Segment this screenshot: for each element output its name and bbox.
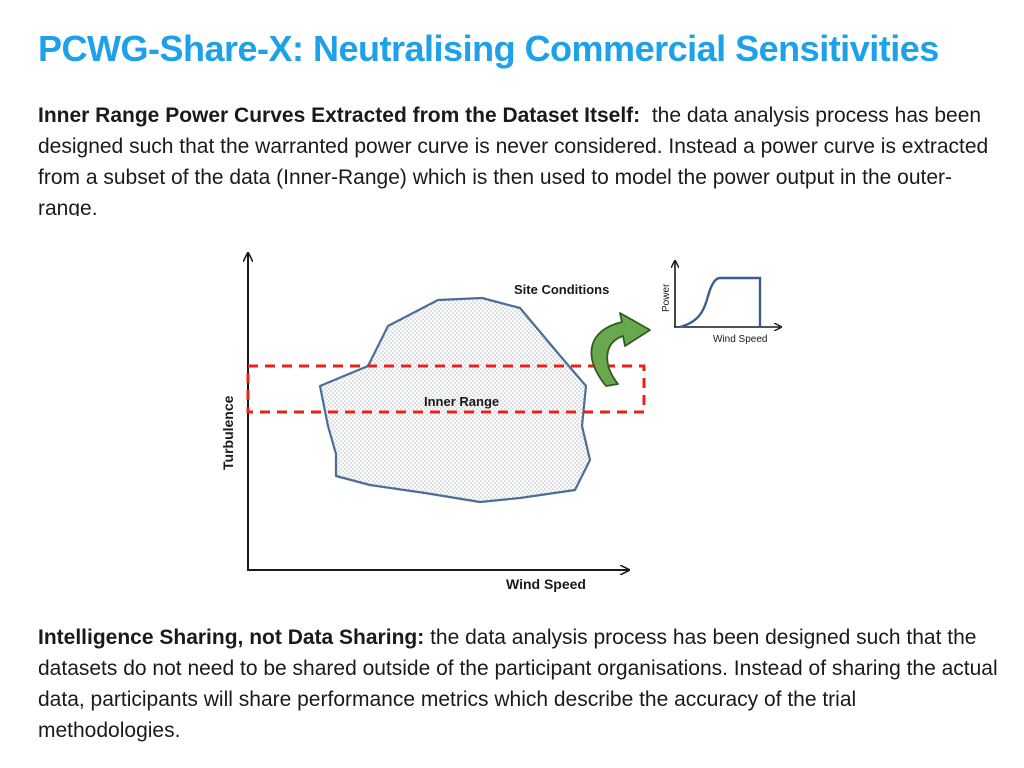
inset-power-curve: Power Wind Speed	[661, 262, 780, 345]
intelligence-sharing-paragraph: Intelligence Sharing, not Data Sharing: …	[38, 622, 998, 746]
inset-x-axis-label: Wind Speed	[713, 334, 767, 345]
site-conditions-label: Site Conditions	[514, 282, 609, 297]
intelligence-sharing-body: the data analysis process has been desig…	[38, 626, 998, 742]
inner-range-label: Inner Range	[424, 394, 499, 409]
intelligence-sharing-heading: Intelligence Sharing, not Data Sharing:	[38, 626, 425, 649]
y-axis-label: Turbulence	[220, 395, 236, 470]
page-title: PCWG-Share-X: Neutralising Commercial Se…	[38, 28, 939, 69]
x-axis-label: Wind Speed	[506, 576, 586, 592]
inset-y-axis-label: Power	[661, 283, 672, 312]
inner-range-paragraph: Inner Range Power Curves Extracted from …	[38, 100, 998, 216]
inner-range-diagram: Site Conditions Inner Range Turbulence W…	[220, 238, 800, 592]
site-conditions-region	[318, 296, 592, 504]
inner-range-body: the data analysis process has been desig…	[38, 104, 989, 216]
inner-range-heading: Inner Range Power Curves Extracted from …	[38, 104, 641, 127]
inset-power-curve-line	[679, 276, 762, 329]
curved-arrow-icon	[590, 312, 651, 387]
